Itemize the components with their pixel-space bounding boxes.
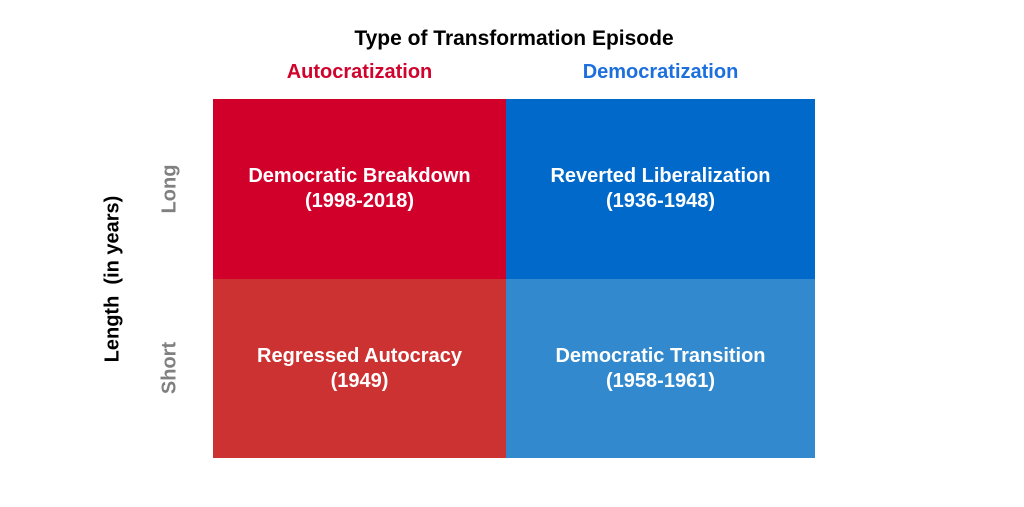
row-label-long: Long bbox=[158, 164, 181, 214]
column-header-democratization: Democratization bbox=[582, 61, 739, 83]
quadrant-years: (1958-1961) bbox=[606, 369, 715, 392]
column-header-autocratization: Autocratization bbox=[286, 61, 433, 83]
row-label-short: Short bbox=[158, 341, 181, 395]
quadrant-title: Regressed Autocracy bbox=[257, 344, 462, 367]
y-axis-label: Length (in years) bbox=[101, 195, 124, 363]
quadrant-democratic-transition: Democratic Transition (1958-1961) bbox=[506, 279, 815, 458]
quadrant-title: Democratic Transition bbox=[555, 344, 766, 367]
quadrant-regressed-autocracy: Regressed Autocracy (1949) bbox=[213, 279, 506, 458]
column-headers: Autocratization Democratization bbox=[213, 61, 815, 84]
quadrant-matrix: Democratic Breakdown (1998-2018) Reverte… bbox=[213, 99, 815, 458]
figure-title: Type of Transformation Episode bbox=[354, 27, 674, 50]
quadrant-years: (1949) bbox=[330, 369, 389, 392]
quadrant-democratic-breakdown: Democratic Breakdown (1998-2018) bbox=[213, 99, 506, 279]
quadrant-title: Democratic Breakdown bbox=[248, 165, 471, 187]
quadrant-title: Reverted Liberalization bbox=[550, 165, 771, 187]
quadrant-reverted-liberalization: Reverted Liberalization (1936-1948) bbox=[506, 99, 815, 279]
quadrant-years: (1998-2018) bbox=[305, 190, 414, 212]
quadrant-years: (1936-1948) bbox=[606, 190, 715, 212]
